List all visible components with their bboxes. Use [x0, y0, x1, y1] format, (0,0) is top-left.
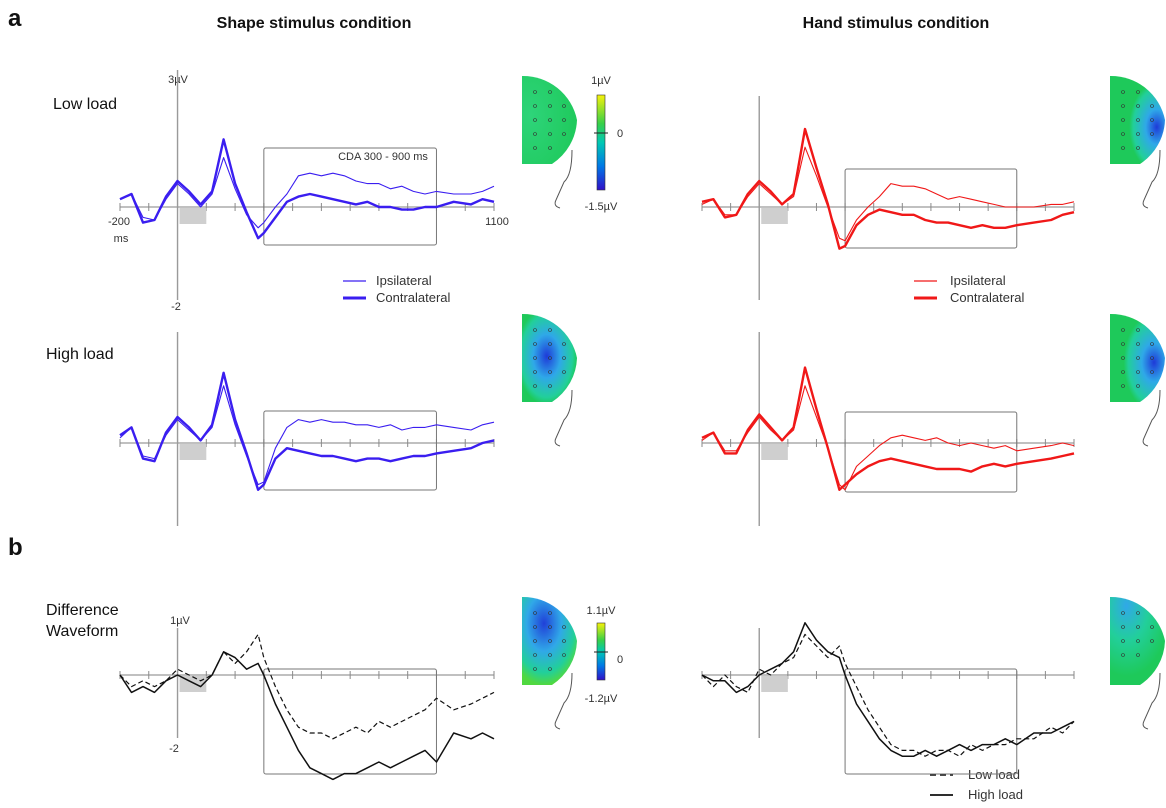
- series-line-contralateral: [701, 127, 1075, 250]
- erp-plots: [119, 70, 1075, 781]
- baseline-period-marker: [179, 444, 207, 460]
- series-line-high-load: [701, 622, 1075, 757]
- erp-plot-a-3: [701, 332, 1075, 526]
- erp-plot-a-1: [119, 332, 495, 526]
- erp-plot-a-2: [701, 96, 1075, 300]
- series-line-low-load: [119, 633, 495, 740]
- colorbar-diff-mid: 0: [617, 654, 623, 666]
- topomap-hand-diff: [1110, 596, 1165, 730]
- colorbar-top-mid: 0: [617, 128, 623, 140]
- series-line-low-load: [701, 633, 1075, 757]
- legend-label-high-load: High load: [968, 787, 1023, 802]
- colorbar-diff-max: 1.1µV: [587, 605, 617, 617]
- legend-label-contralateral: Contralateral: [950, 290, 1025, 305]
- cda-window-box: [844, 168, 1018, 249]
- legend-label-ipsilateral: Ipsilateral: [950, 273, 1006, 288]
- colorbar-diff: 1.1µV 0 -1.2µV: [585, 605, 623, 705]
- erp-plot-b-5: [701, 622, 1075, 775]
- shape-condition-title: Shape stimulus condition: [217, 15, 412, 32]
- series-line-ipsilateral: [119, 385, 495, 486]
- x-end-label: 1100: [485, 216, 509, 228]
- erp-plot-a-0: [119, 70, 495, 300]
- electrode-dots: [533, 90, 1154, 671]
- diff-y-max-label: 1µV: [170, 615, 190, 627]
- topomap-shape-low: [522, 75, 577, 209]
- diff-y-min-label: -2: [169, 743, 179, 755]
- baseline-period-marker: [179, 208, 207, 224]
- cda-window-box: [844, 668, 1018, 775]
- topomap-hand-high: [1110, 313, 1165, 447]
- y-max-label: 3µV: [168, 74, 188, 86]
- y-min-label: -2: [171, 301, 181, 313]
- series-line-contralateral: [119, 138, 495, 240]
- panel-letter-b: b: [8, 534, 23, 561]
- row-label-high-load: High load: [46, 346, 114, 363]
- legend-shape: Ipsilateral Contralateral: [343, 273, 451, 305]
- series-line-ipsilateral: [119, 157, 495, 229]
- colorbar-diff-min: -1.2µV: [585, 693, 618, 705]
- colorbar-top: 1µV 0 -1.5µV: [585, 75, 623, 213]
- legend-hand: Ipsilateral Contralateral: [914, 273, 1025, 305]
- topomap-hand-low: [1110, 75, 1165, 209]
- colorbar-top-max: 1µV: [591, 75, 611, 87]
- row-label-low-load: Low load: [53, 96, 117, 113]
- cda-window-box: [263, 147, 437, 246]
- panel-letter-a: a: [8, 5, 22, 32]
- baseline-period-marker: [761, 676, 788, 692]
- row-label-waveform: Waveform: [46, 623, 118, 640]
- topomap-shape-high: [522, 313, 577, 447]
- series-line-ipsilateral: [701, 146, 1075, 242]
- row-label-difference: Difference: [46, 602, 119, 619]
- legend-label-contralateral: Contralateral: [376, 290, 451, 305]
- x-unit-label: ms: [114, 233, 129, 245]
- topomap-shape-diff: [522, 596, 577, 730]
- legend-load: Low load High load: [930, 767, 1023, 802]
- cda-window-label: CDA 300 - 900 ms: [338, 151, 428, 163]
- baseline-period-marker: [761, 444, 788, 460]
- series-line-ipsilateral: [701, 385, 1075, 491]
- cda-window-box: [844, 411, 1018, 493]
- cda-window-box: [263, 410, 437, 491]
- legend-label-ipsilateral: Ipsilateral: [376, 273, 432, 288]
- baseline-period-marker: [761, 208, 788, 224]
- series-line-high-load: [119, 651, 495, 781]
- hand-condition-title: Hand stimulus condition: [803, 15, 990, 32]
- erp-plot-b-4: [119, 628, 495, 781]
- series-line-contralateral: [119, 371, 495, 491]
- colorbar-top-min: -1.5µV: [585, 201, 618, 213]
- series-line-contralateral: [701, 366, 1075, 491]
- x-start-label: -200: [108, 216, 130, 228]
